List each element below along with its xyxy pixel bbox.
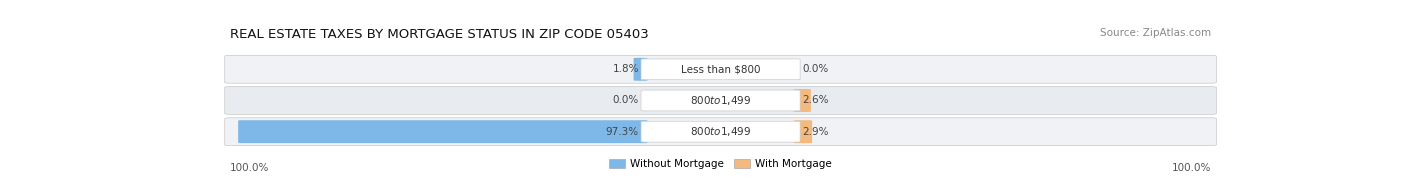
Text: 97.3%: 97.3% bbox=[606, 127, 638, 137]
Text: Less than $800: Less than $800 bbox=[681, 64, 761, 74]
FancyBboxPatch shape bbox=[793, 89, 811, 112]
Text: Source: ZipAtlas.com: Source: ZipAtlas.com bbox=[1099, 28, 1211, 38]
Text: 0.0%: 0.0% bbox=[613, 95, 638, 105]
FancyBboxPatch shape bbox=[225, 55, 1216, 83]
Text: $800 to $1,499: $800 to $1,499 bbox=[690, 94, 751, 107]
FancyBboxPatch shape bbox=[225, 118, 1216, 146]
Text: 1.8%: 1.8% bbox=[613, 64, 638, 74]
Text: 2.6%: 2.6% bbox=[803, 95, 828, 105]
Text: REAL ESTATE TAXES BY MORTGAGE STATUS IN ZIP CODE 05403: REAL ESTATE TAXES BY MORTGAGE STATUS IN … bbox=[231, 28, 650, 41]
FancyBboxPatch shape bbox=[225, 87, 1216, 114]
FancyBboxPatch shape bbox=[641, 90, 800, 111]
Text: 100.0%: 100.0% bbox=[1171, 163, 1211, 173]
Text: 0.0%: 0.0% bbox=[803, 64, 828, 74]
FancyBboxPatch shape bbox=[641, 121, 800, 142]
FancyBboxPatch shape bbox=[238, 120, 648, 143]
FancyBboxPatch shape bbox=[641, 59, 800, 80]
Legend: Without Mortgage, With Mortgage: Without Mortgage, With Mortgage bbox=[609, 159, 832, 169]
Text: $800 to $1,499: $800 to $1,499 bbox=[690, 125, 751, 138]
FancyBboxPatch shape bbox=[634, 58, 648, 81]
FancyBboxPatch shape bbox=[793, 120, 813, 143]
Text: 2.9%: 2.9% bbox=[803, 127, 828, 137]
Text: 100.0%: 100.0% bbox=[231, 163, 270, 173]
